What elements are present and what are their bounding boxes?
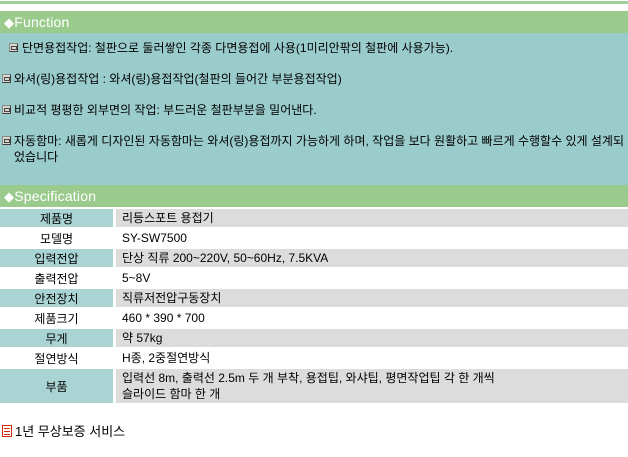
spec-row: 입력전압 단상 직류 200~220V, 50~60Hz, 7.5KVA <box>0 249 628 267</box>
specification-header: ◆Specification <box>0 185 628 207</box>
spec-row-value: 입력선 8m, 출력선 2.5m 두 개 부착, 용접팁, 와샤팁, 평면작업팁… <box>116 369 628 403</box>
function-item: 단면용접작업: 철판으로 둘러쌓인 각종 다면용접에 사용(1미리안팎의 철판에… <box>2 40 624 56</box>
spec-row-value: H종, 2중절연방식 <box>116 349 628 367</box>
checkbox-icon <box>9 43 18 52</box>
checkbox-icon <box>2 136 11 145</box>
spec-row: 무게 약 57kg <box>0 329 628 347</box>
spec-row-label: 제품명 <box>0 209 113 227</box>
function-item-text: 단면용접작업: 철판으로 둘러쌓인 각종 다면용접에 사용(1미리안팎의 철판에… <box>22 41 454 55</box>
spec-row-value: SY-SW7500 <box>116 229 628 247</box>
spec-row-value: 리등스포트 용접기 <box>116 209 628 227</box>
spec-row-value: 5~8V <box>116 269 628 287</box>
function-item: 자동함마: 새롭게 디자인된 자동함마는 와셔(링)용접까지 가능하게 하며, … <box>2 133 624 165</box>
spec-row-label: 부품 <box>0 369 113 403</box>
spec-row-value: 460 * 390 * 700 <box>116 309 628 327</box>
spec-row: 부품 입력선 8m, 출력선 2.5m 두 개 부착, 용접팁, 와샤팁, 평면작… <box>0 369 628 403</box>
spec-table: 제품명 리등스포트 용접기 모델명 SY-SW7500 입력전압 단상 직류 200~22… <box>0 209 628 403</box>
function-item-text: 자동함마: 새롭게 디자인된 자동함마는 와셔(링)용접까지 가능하게 하며, … <box>14 134 625 164</box>
function-item-text: 비교적 평평한 외부면의 작업: 부드러운 철판부분을 밀어낸다. <box>14 103 317 117</box>
spec-row-label: 제품크기 <box>0 309 113 327</box>
spec-row: 출력전압 5~8V <box>0 269 628 287</box>
note-icon <box>2 424 12 437</box>
checkbox-icon <box>2 74 11 83</box>
spec-row-label: 모델명 <box>0 229 113 247</box>
function-header-label: Function <box>14 14 70 30</box>
specification-header-label: Specification <box>14 188 97 204</box>
warranty-note: 1년 무상보증 서비스 <box>2 421 628 440</box>
spec-row: 제품크기 460 * 390 * 700 <box>0 309 628 327</box>
spec-row-value: 약 57kg <box>116 329 628 347</box>
function-item-text: 와셔(링)용접작업 : 와셔(링)용접작업(철판의 들어간 부분용접작업) <box>14 72 342 86</box>
spec-row: 모델명 SY-SW7500 <box>0 229 628 247</box>
diamond-icon: ◆ <box>4 189 15 204</box>
function-header: ◆Function <box>0 11 628 33</box>
spec-row-label: 입력전압 <box>0 249 113 267</box>
function-item: 비교적 평평한 외부면의 작업: 부드러운 철판부분을 밀어낸다. <box>2 102 624 118</box>
checkbox-icon <box>2 105 11 114</box>
spec-row: 절연방식 H종, 2중절연방식 <box>0 349 628 367</box>
spec-row: 제품명 리등스포트 용접기 <box>0 209 628 227</box>
spec-row-label: 안전장치 <box>0 289 113 307</box>
diamond-icon: ◆ <box>4 15 15 30</box>
warranty-note-label: 1년 무상보증 서비스 <box>15 424 126 439</box>
spec-row-value: 단상 직류 200~220V, 50~60Hz, 7.5KVA <box>116 249 628 267</box>
spec-row: 안전장치 직류저전압구동장치 <box>0 289 628 307</box>
spec-row-label: 절연방식 <box>0 349 113 367</box>
top-divider <box>0 1 628 4</box>
spec-row-value: 직류저전압구동장치 <box>116 289 628 307</box>
spec-row-label: 출력전압 <box>0 269 113 287</box>
function-item: 와셔(링)용접작업 : 와셔(링)용접작업(철판의 들어간 부분용접작업) <box>2 71 624 87</box>
function-list: 단면용접작업: 철판으로 둘러쌓인 각종 다면용접에 사용(1미리안팎의 철판에… <box>0 33 628 185</box>
spec-row-label: 무게 <box>0 329 113 347</box>
